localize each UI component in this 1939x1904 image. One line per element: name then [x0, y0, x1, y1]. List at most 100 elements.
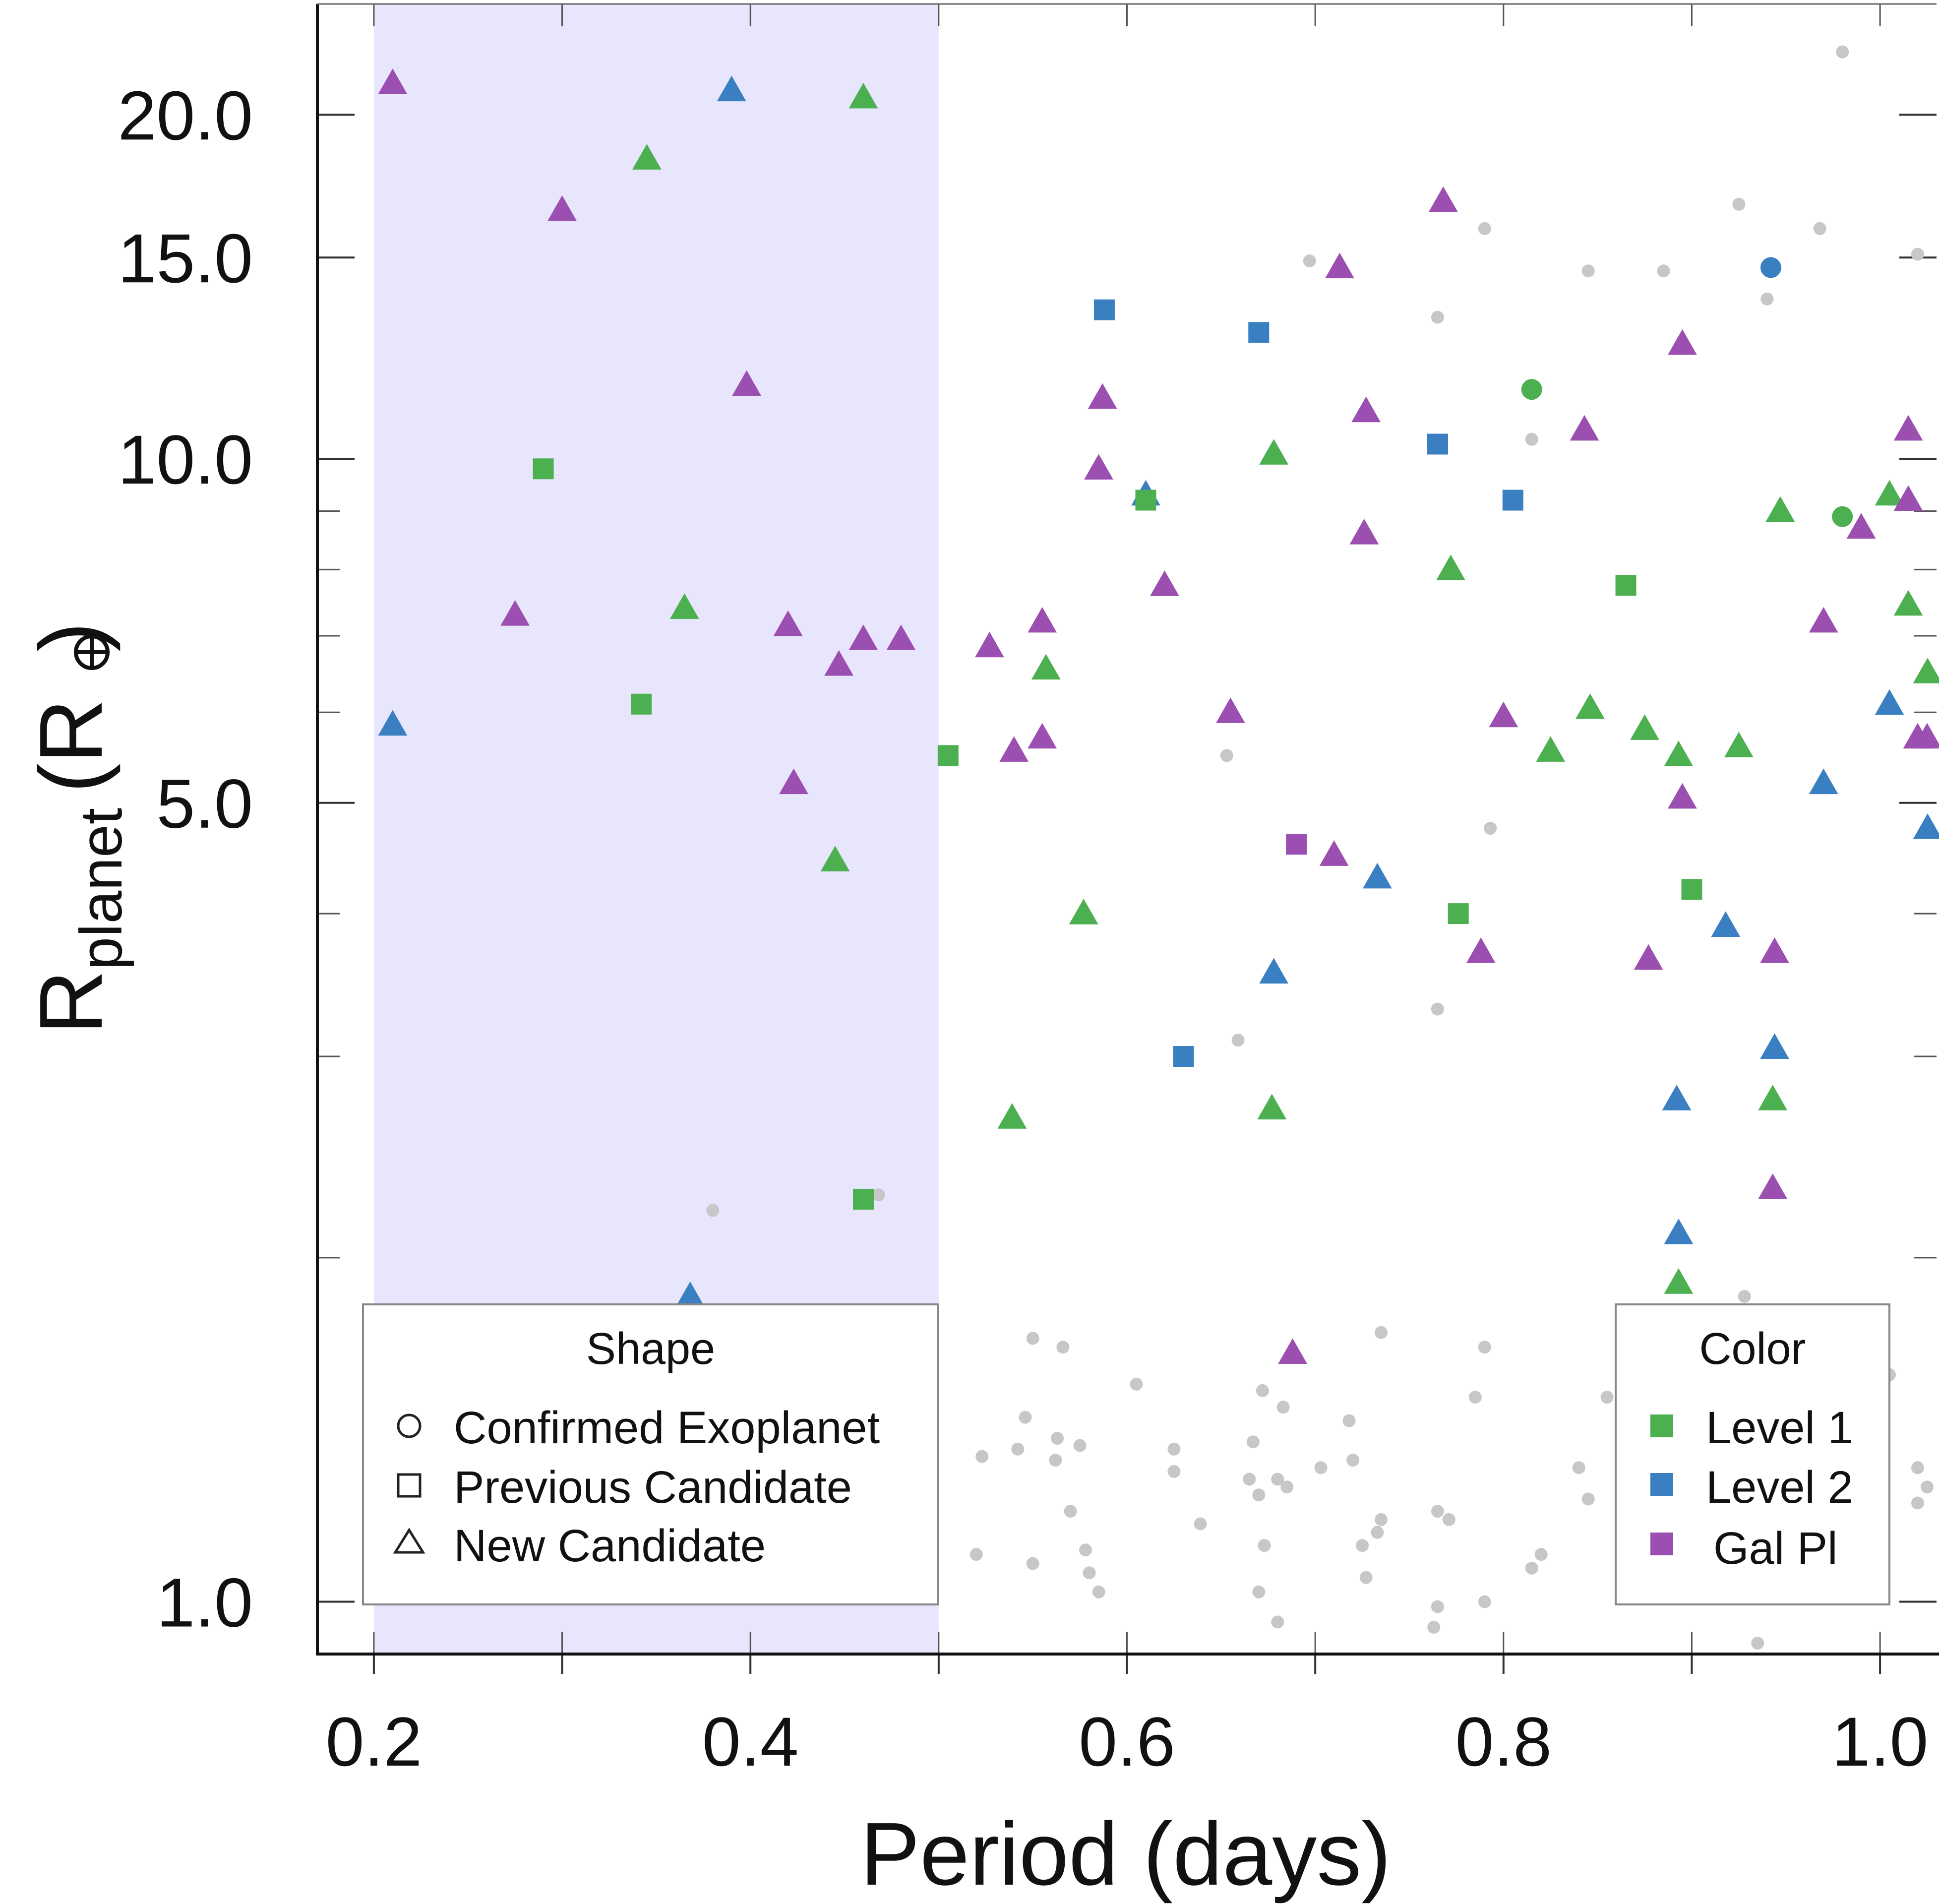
- background-point-42: [1243, 1473, 1256, 1486]
- y-axis-title-unit: R: [21, 699, 121, 763]
- point-square-43: [1615, 575, 1636, 596]
- y-axis-title-sub: planet: [68, 808, 134, 970]
- point-triangle-48: [1664, 740, 1694, 766]
- background-point-49: [1064, 1505, 1077, 1518]
- point-triangle-31: [1215, 697, 1245, 723]
- x-tick-label-0: 0.2: [326, 1703, 423, 1781]
- background-point-10: [1525, 432, 1538, 446]
- point-triangle-65: [1634, 944, 1663, 970]
- point-triangle-57: [1259, 958, 1289, 984]
- background-point-38: [1314, 1461, 1328, 1474]
- background-point-13: [1431, 1002, 1444, 1016]
- plot-frame-layer: [316, 3, 1939, 1656]
- y-axis-title: Rplanet(R): [21, 622, 134, 1035]
- point-triangle-67: [1760, 1033, 1789, 1059]
- point-triangle-18: [675, 1281, 705, 1307]
- background-point-16: [872, 1188, 885, 1202]
- background-point-21: [1478, 1341, 1491, 1354]
- point-triangle-5: [732, 370, 762, 396]
- legend-color-label-0: Level 1: [1706, 1403, 1853, 1453]
- legend-shape-label-1: Previous Candidate: [454, 1462, 852, 1513]
- point-triangle-4: [547, 195, 577, 221]
- background-point-28: [1600, 1391, 1614, 1404]
- background-point-31: [1167, 1442, 1181, 1456]
- background-point-50: [1431, 1505, 1444, 1518]
- background-point-44: [1280, 1480, 1294, 1494]
- background-point-12: [1484, 822, 1497, 835]
- background-point-17: [1738, 1290, 1751, 1303]
- point-triangle-71: [1758, 1173, 1788, 1199]
- legend-square-icon: [397, 1473, 422, 1498]
- background-point-15: [706, 1204, 720, 1217]
- y-tick-label-4: 20.0: [118, 76, 253, 154]
- legend-swatch-level-2: [1650, 1473, 1673, 1496]
- legend-color-label-2: Gal Pl: [1713, 1523, 1838, 1574]
- background-point-52: [1375, 1513, 1388, 1526]
- background-point-27: [1342, 1414, 1356, 1427]
- point-triangle-56: [1069, 899, 1098, 924]
- point-triangle-29: [974, 631, 1004, 658]
- point-square-25: [1135, 490, 1156, 511]
- background-point-48: [1911, 1496, 1925, 1510]
- point-square-14: [631, 693, 652, 715]
- point-triangle-13: [378, 710, 408, 736]
- y-tick-label-3: 15.0: [118, 219, 253, 297]
- background-point-18: [1026, 1332, 1039, 1345]
- background-point-37: [1167, 1465, 1181, 1478]
- earth-symbol-icon: [74, 634, 110, 670]
- background-point-36: [1049, 1454, 1062, 1467]
- background-point-11: [1220, 749, 1233, 762]
- background-point-26: [1468, 1391, 1482, 1404]
- background-point-34: [1011, 1442, 1025, 1456]
- background-point-64: [1092, 1585, 1105, 1598]
- background-point-45: [1252, 1488, 1266, 1502]
- background-point-14: [1231, 1034, 1245, 1047]
- legend-shape-label-0: Confirmed Exoplanet: [454, 1403, 880, 1453]
- point-triangle-44: [1575, 693, 1605, 719]
- point-triangle-16: [820, 846, 850, 872]
- point-triangle-26: [1259, 439, 1289, 465]
- point-triangle-30: [1031, 654, 1061, 680]
- background-point-61: [1534, 1548, 1548, 1561]
- point-triangle-55: [1363, 862, 1392, 889]
- background-point-19: [1056, 1341, 1070, 1354]
- background-point-59: [1026, 1557, 1039, 1570]
- point-triangle-39: [1436, 554, 1465, 580]
- legend-swatch-level-3: [1650, 1533, 1673, 1555]
- point-triangle-50: [1668, 329, 1697, 355]
- point-triangle-22: [1088, 383, 1117, 409]
- background-point-0: [1836, 45, 1849, 59]
- y-axis-title-main: R: [21, 970, 121, 1035]
- point-circle-51: [1760, 257, 1781, 278]
- x-tick-label-2: 0.6: [1079, 1703, 1175, 1781]
- background-point-46: [1581, 1492, 1595, 1506]
- point-triangle-80: [1809, 607, 1838, 633]
- legend-shape: Shape Confirmed Exoplanet Previous Candi…: [362, 1303, 939, 1605]
- point-triangle-75: [1765, 496, 1795, 522]
- background-point-33: [1073, 1439, 1087, 1452]
- axis-ticks-layer: [317, 3, 1937, 1674]
- point-triangle-9: [773, 610, 803, 636]
- point-triangle-8: [669, 593, 699, 619]
- y-axis-title-paren-open: (: [21, 763, 121, 793]
- point-triangle-0: [378, 68, 408, 94]
- point-square-6: [533, 458, 554, 480]
- background-point-25: [1019, 1411, 1032, 1424]
- point-triangle-83: [1875, 689, 1904, 715]
- point-triangle-11: [886, 624, 916, 650]
- background-point-22: [1130, 1377, 1143, 1391]
- point-triangle-49: [1724, 732, 1754, 757]
- background-point-4: [1303, 254, 1316, 267]
- legend-shape-label-2: New Candidate: [454, 1521, 766, 1571]
- background-point-53: [1194, 1517, 1207, 1531]
- point-triangle-62: [997, 1103, 1027, 1129]
- background-point-56: [1356, 1539, 1369, 1552]
- point-square-58: [1448, 903, 1469, 924]
- point-triangle-54: [1319, 840, 1349, 866]
- point-triangle-1: [717, 75, 746, 102]
- point-triangle-42: [1570, 415, 1599, 441]
- background-point-35: [975, 1450, 989, 1463]
- point-square-20: [1093, 299, 1115, 320]
- point-triangle-64: [1711, 911, 1741, 937]
- point-triangle-76: [1846, 513, 1876, 539]
